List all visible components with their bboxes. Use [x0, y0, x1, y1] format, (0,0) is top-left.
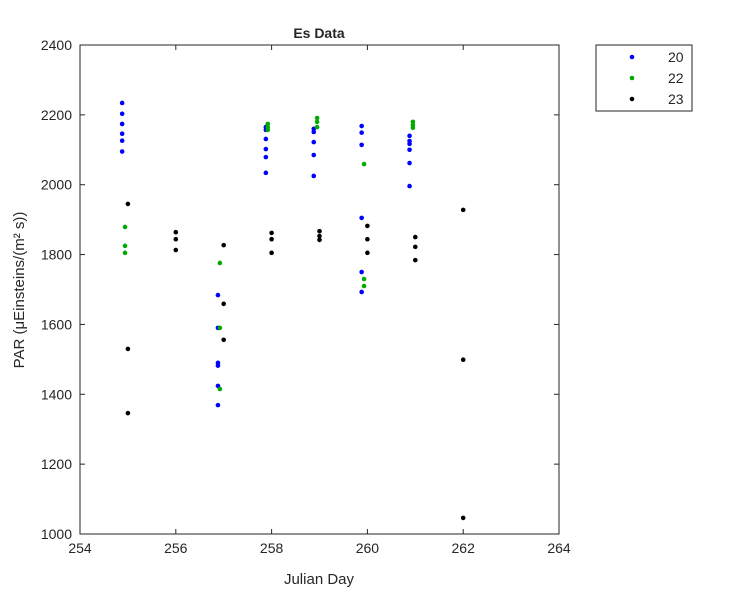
data-point [217, 260, 223, 266]
data-point [217, 325, 223, 331]
data-point [269, 236, 274, 242]
data-point [119, 100, 125, 106]
data-point [119, 121, 125, 127]
data-point [359, 269, 364, 275]
chart-title: Es Data [293, 25, 345, 41]
data-point [314, 119, 320, 125]
data-point [119, 149, 125, 154]
y-tick-label: 1600 [41, 316, 72, 332]
data-point [122, 250, 128, 256]
data-point [311, 173, 317, 179]
legend-marker [629, 75, 635, 81]
data-point [125, 201, 131, 207]
y-tick-label: 1800 [41, 247, 72, 263]
data-point [311, 139, 317, 145]
x-axis-label: Julian Day [284, 571, 355, 588]
data-point [361, 276, 367, 282]
data-point [263, 170, 269, 176]
data-point [263, 154, 269, 160]
x-tick-label: 258 [260, 540, 284, 556]
data-point [265, 127, 271, 133]
legend-box [595, 44, 693, 112]
legend-marker [629, 96, 635, 102]
data-point [125, 410, 131, 416]
data-point [265, 121, 271, 127]
data-point [410, 119, 416, 125]
data-point [407, 160, 412, 166]
x-tick-label: 264 [547, 540, 571, 556]
data-point [460, 207, 466, 213]
data-point [221, 301, 226, 307]
legend-label: 22 [668, 70, 684, 86]
data-point [314, 124, 320, 130]
data-point [215, 363, 221, 368]
plot-area [79, 44, 560, 535]
data-point [215, 292, 221, 298]
y-tick-label: 1200 [41, 456, 72, 472]
data-point [221, 337, 226, 343]
data-point [317, 228, 322, 234]
data-point [365, 250, 370, 256]
data-point [311, 152, 317, 158]
data-point [460, 515, 466, 521]
y-tick-label: 1000 [41, 526, 72, 542]
x-tick-label: 256 [164, 540, 188, 556]
legend-label: 23 [668, 91, 684, 107]
data-point [413, 257, 418, 263]
data-point [173, 247, 179, 253]
data-point [119, 111, 125, 117]
data-point [407, 183, 412, 189]
data-point [407, 147, 412, 153]
y-axis-label: PAR (μEinsteins/(m² s)) [11, 212, 28, 369]
data-point [359, 142, 364, 148]
data-point [269, 230, 274, 236]
data-point [413, 244, 418, 250]
data-point [311, 129, 317, 135]
data-point [215, 402, 221, 408]
data-point [317, 233, 322, 239]
data-point [122, 243, 128, 249]
legend-label: 20 [668, 49, 684, 65]
legend-marker [629, 54, 635, 60]
x-tick-label: 260 [356, 540, 380, 556]
x-tick-label: 254 [68, 540, 92, 556]
data-point [407, 141, 412, 147]
y-tick-label: 1400 [41, 386, 72, 402]
data-point [361, 283, 367, 289]
data-point [122, 224, 128, 230]
data-point [119, 138, 125, 144]
data-point [407, 133, 412, 139]
data-point [269, 250, 274, 256]
data-point [217, 386, 223, 392]
y-tick-label: 2000 [41, 177, 72, 193]
data-point [359, 289, 364, 295]
data-point [359, 130, 364, 135]
data-point [173, 236, 179, 242]
data-point [410, 125, 416, 131]
x-tick-label: 262 [452, 540, 476, 556]
y-tick-label: 2200 [41, 107, 72, 123]
data-point [314, 115, 320, 121]
data-point [460, 357, 466, 363]
data-point [125, 346, 131, 352]
data-point [359, 215, 364, 221]
data-point [365, 236, 370, 242]
data-point [119, 131, 125, 137]
data-point [359, 123, 364, 129]
data-point [221, 242, 226, 248]
data-point [365, 223, 370, 229]
data-point [263, 146, 269, 152]
data-point [263, 136, 269, 142]
data-point [317, 237, 322, 243]
data-point [173, 229, 179, 235]
data-point [361, 161, 367, 167]
data-point [413, 234, 418, 240]
y-tick-label: 2400 [41, 37, 72, 53]
